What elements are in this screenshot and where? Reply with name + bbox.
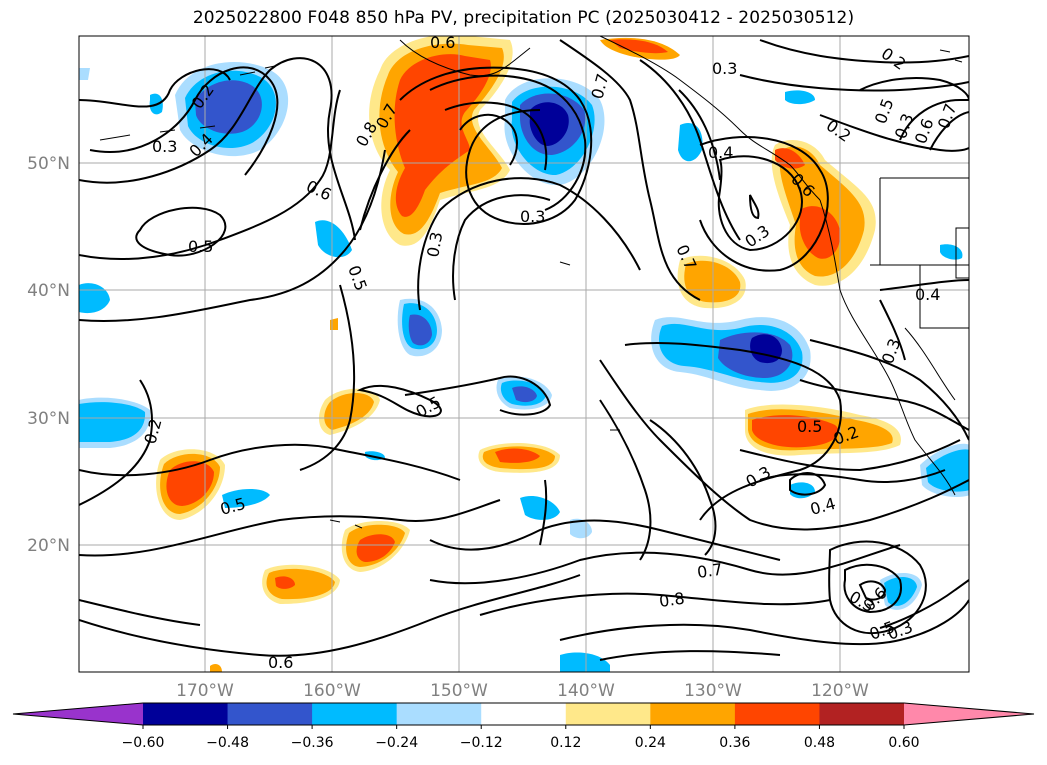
colorbar-tick-label: −0.60 — [122, 735, 165, 751]
lat-label: 40°N — [27, 281, 70, 301]
lat-label: 30°N — [27, 409, 70, 429]
lon-label: 170°W — [176, 681, 234, 701]
map-frame — [78, 35, 970, 673]
precipitation-shading — [79, 36, 969, 672]
colorbar-segment — [819, 703, 905, 725]
colorbar-extend-high — [904, 703, 1034, 725]
colorbar-tick-label: 0.48 — [804, 735, 835, 751]
colorbar-tick-label: −0.36 — [291, 735, 334, 751]
contour-label: 0.5 — [797, 417, 822, 436]
pv-contours — [79, 39, 969, 661]
colorbar-tick-label: 0.60 — [888, 735, 919, 751]
lon-label: 130°W — [684, 681, 742, 701]
colorbar-extend-low — [13, 703, 143, 725]
colorbar-tick-label: −0.12 — [460, 735, 503, 751]
colorbar: −0.60 −0.48 −0.36 −0.24 −0.12 0.12 0.24 0.36 0.4… — [12, 702, 1035, 751]
contour-label: 0.4 — [708, 143, 733, 162]
colorbar-segment — [143, 703, 229, 725]
contour-label: 0.3 — [520, 207, 545, 226]
colorbar-segment — [565, 703, 651, 725]
contour-label: 0.5 — [188, 237, 213, 256]
colorbar-tick-label: −0.24 — [375, 735, 418, 751]
colorbar-tick-label: 0.12 — [550, 735, 581, 751]
colorbar-segment — [396, 703, 482, 725]
map-title: 2025022800 F048 850 hPa PV, precipitatio… — [192, 8, 855, 28]
contour-label: 0.8 — [658, 589, 686, 611]
colorbar-segment — [227, 703, 313, 725]
contour-label: 0.6 — [430, 33, 455, 52]
contour-label: 0.3 — [423, 230, 446, 258]
colorbar-segment — [312, 703, 398, 725]
graticule — [79, 36, 969, 672]
contour-label: 0.4 — [915, 285, 940, 304]
lat-label: 50°N — [27, 154, 70, 174]
colorbar-segment — [650, 703, 736, 725]
lon-labels: 170°W 160°W 150°W 140°W 130°W 120°W — [176, 681, 869, 701]
contour-label: 0.6 — [268, 653, 293, 672]
contour-label: 0.3 — [712, 59, 737, 78]
lat-labels: 50°N 40°N 30°N 20°N — [27, 154, 70, 556]
lat-label: 20°N — [27, 536, 70, 556]
lon-label: 120°W — [811, 681, 869, 701]
colorbar-segment — [734, 703, 820, 725]
lon-label: 160°W — [303, 681, 361, 701]
colorbar-segment — [481, 703, 567, 725]
colorbar-tick-label: −0.48 — [206, 735, 249, 751]
lon-label: 150°W — [430, 681, 488, 701]
lon-label: 140°W — [557, 681, 615, 701]
colorbar-tick-label: 0.24 — [635, 735, 666, 751]
contour-label: 0.7 — [696, 560, 724, 582]
contour-label: 0.3 — [152, 137, 177, 156]
colorbar-tick-label: 0.36 — [719, 735, 750, 751]
